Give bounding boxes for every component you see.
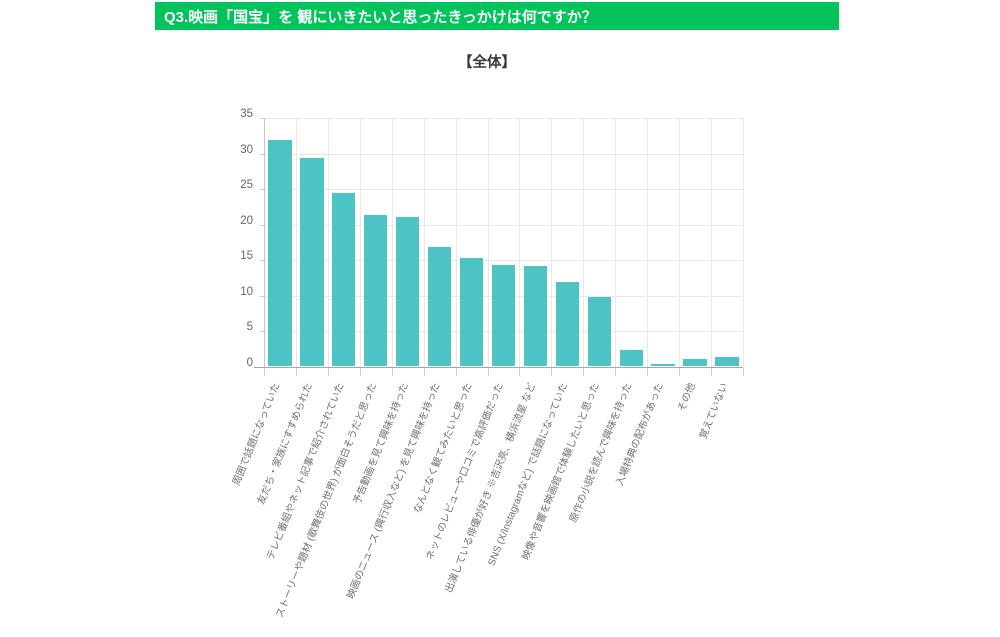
gridline-h <box>264 118 743 119</box>
y-axis-label: 10 <box>240 285 253 298</box>
gridline-v <box>423 118 425 367</box>
y-axis-label: 5 <box>246 321 253 333</box>
x-tick-mark <box>295 368 297 376</box>
y-tick-mark <box>260 295 264 297</box>
gridline-h <box>264 260 743 261</box>
y-axis-label: 15 <box>240 250 253 262</box>
x-tick-mark <box>583 368 585 376</box>
y-axis-label: 35 <box>240 108 253 120</box>
gridline-v <box>391 118 393 367</box>
gridline-v <box>519 118 521 367</box>
gridline-v <box>742 118 744 367</box>
question-banner: Q3.映画「国宝」を 観にいきたいと思ったきっかけは何ですか？ <box>155 2 839 30</box>
gridline-h <box>264 189 743 190</box>
x-tick-mark <box>359 368 361 376</box>
y-axis-label: 30 <box>240 143 253 156</box>
bar-15[interactable] <box>715 357 739 367</box>
gridline-h <box>264 153 743 155</box>
x-tick-mark <box>391 368 393 376</box>
gridline-v <box>615 118 617 367</box>
bar-7[interactable] <box>459 257 484 367</box>
bar-4[interactable] <box>364 214 388 367</box>
bar-14[interactable] <box>683 359 707 367</box>
y-axis-line <box>264 118 265 367</box>
x-tick-mark <box>615 368 617 376</box>
bar-2[interactable] <box>300 157 324 367</box>
x-tick-mark <box>551 368 553 376</box>
y-axis-label: 0 <box>246 356 253 369</box>
bar-5[interactable] <box>396 216 420 367</box>
gridline-v <box>487 118 489 367</box>
y-tick-mark <box>260 260 264 261</box>
bar-13[interactable] <box>651 363 675 367</box>
gridline-v <box>679 118 681 367</box>
bar-10[interactable] <box>555 282 579 367</box>
gridline-v <box>551 118 553 367</box>
gridline-v <box>327 118 329 367</box>
question-title: Q3.映画「国宝」を 観にいきたいと思ったきっかけは何ですか？ <box>164 8 597 26</box>
y-tick-mark <box>260 153 264 155</box>
gridline-v <box>647 118 649 367</box>
x-tick-mark <box>679 368 681 376</box>
bar-8[interactable] <box>491 264 516 367</box>
bar-9[interactable] <box>523 266 548 367</box>
y-axis-label: 25 <box>240 179 253 191</box>
bar-6[interactable] <box>427 246 452 367</box>
gridline-v <box>583 118 585 367</box>
gridline-h <box>264 224 743 226</box>
gridline-v <box>711 118 713 367</box>
bar-12[interactable] <box>619 350 643 367</box>
chart-subtitle: 【全体】 <box>458 55 516 71</box>
x-tick-mark <box>423 368 425 376</box>
x-tick-mark <box>487 368 489 376</box>
x-axis-label: 覚えていない <box>697 380 730 441</box>
x-tick-mark <box>264 368 265 376</box>
x-tick-mark <box>647 368 649 376</box>
bar-3[interactable] <box>332 193 356 367</box>
x-tick-mark <box>711 368 713 376</box>
x-axis-label: その他 <box>676 380 698 413</box>
x-tick-mark <box>327 368 329 376</box>
gridline-v <box>455 118 457 367</box>
bar-11[interactable] <box>587 296 611 367</box>
x-tick-mark <box>519 368 521 376</box>
x-tick-mark <box>455 368 457 376</box>
x-tick-mark <box>742 368 744 376</box>
y-axis-label: 20 <box>240 214 253 227</box>
y-tick-mark <box>260 189 264 190</box>
gridline-v <box>359 118 361 367</box>
x-axis-line <box>253 366 744 368</box>
y-tick-mark <box>260 331 264 332</box>
y-tick-mark <box>260 224 264 226</box>
bar-1[interactable] <box>268 140 292 367</box>
y-tick-mark <box>260 118 264 119</box>
gridline-v <box>295 118 297 367</box>
